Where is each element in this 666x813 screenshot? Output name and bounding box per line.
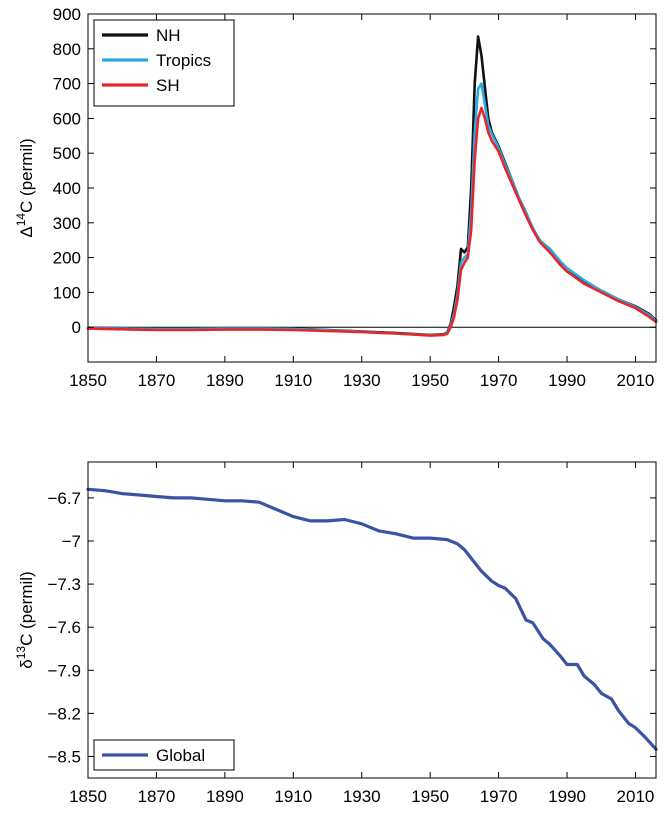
x-tick-label: 1870 (138, 371, 176, 390)
x-tick-label: 1930 (343, 371, 381, 390)
legend-label-global: Global (156, 746, 205, 765)
y-axis-label: δ13C (permil) (14, 571, 36, 668)
delta13c-panel: δ13C (permil) 1850 1870 1890 1910 1930 1950 19… (14, 461, 658, 806)
x-tick-label: 1910 (274, 787, 312, 806)
y-tick-label: −7 (62, 532, 81, 551)
y-tick-label: 700 (53, 75, 81, 94)
series-line-sh (86, 106, 658, 337)
y-tick-label: 300 (53, 214, 81, 233)
y-tick-label: −7.6 (47, 618, 81, 637)
x-tick-label: 1930 (343, 787, 381, 806)
y-tick-label: 600 (53, 109, 81, 128)
x-tick-label: 1890 (206, 787, 244, 806)
x-tick-label: 1890 (206, 371, 244, 390)
series-line-global (86, 487, 658, 751)
legend-label-sh: SH (156, 76, 180, 95)
y-tick-label: 800 (53, 40, 81, 59)
y-tick-label: 0 (72, 318, 81, 337)
legend-label-tropics: Tropics (156, 51, 211, 70)
y-tick-label: 500 (53, 144, 81, 163)
y-tick-label: −7.9 (47, 661, 81, 680)
series-line-tropics (86, 82, 658, 337)
x-tick-label: 1950 (411, 787, 449, 806)
x-tick-label: 1970 (480, 371, 518, 390)
x-tick-label: 2010 (617, 787, 655, 806)
y-tick-label: −6.7 (47, 489, 81, 508)
y-tick-label: 100 (53, 283, 81, 302)
legend: NH Tropics SH (93, 19, 235, 107)
x-tick-label: 1850 (69, 787, 107, 806)
plot-frame (87, 461, 657, 779)
y-tick-label: −8.2 (47, 704, 81, 723)
x-tick-label: 1970 (480, 787, 518, 806)
legend-label-nh: NH (156, 26, 181, 45)
delta14c-panel: Δ14C (permil) 1850 1870 1890 1910 1930 1950 19… (14, 5, 658, 390)
legend-box (93, 19, 235, 107)
y-tick-label: −8.5 (47, 747, 81, 766)
x-tick-label: 2010 (617, 371, 655, 390)
y-axis-label: Δ14C (permil) (14, 138, 36, 237)
y-tick-label: 400 (53, 179, 81, 198)
y-tick-label: 900 (53, 5, 81, 24)
legend: Global (93, 739, 235, 771)
x-tick-label: 1870 (138, 787, 176, 806)
x-tick-label: 1990 (548, 371, 586, 390)
y-tick-label: −7.3 (47, 575, 81, 594)
x-tick-label: 1990 (548, 787, 586, 806)
x-tick-label: 1950 (411, 371, 449, 390)
x-tick-label: 1910 (274, 371, 312, 390)
y-tick-label: 200 (53, 249, 81, 268)
x-tick-label: 1850 (69, 371, 107, 390)
